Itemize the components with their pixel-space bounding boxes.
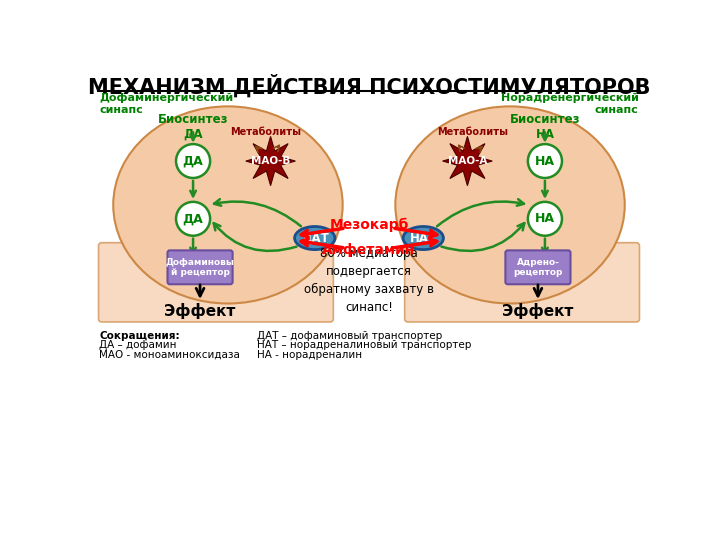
Text: Метаболиты: Метаболиты: [230, 127, 301, 137]
Ellipse shape: [294, 226, 335, 249]
Text: НА - норадреналин: НА - норадреналин: [256, 350, 361, 360]
Circle shape: [176, 202, 210, 236]
Text: МАО-В: МАО-В: [251, 156, 290, 166]
Text: НАТ: НАТ: [410, 232, 437, 245]
FancyBboxPatch shape: [505, 251, 570, 284]
Ellipse shape: [395, 106, 625, 303]
Text: Амфетамин: Амфетамин: [323, 242, 415, 256]
Circle shape: [528, 144, 562, 178]
FancyArrowPatch shape: [437, 199, 524, 226]
Circle shape: [528, 202, 562, 236]
Text: МЕХАНИЗМ ДЕЙСТВИЯ ПСИХОСТИМУЛЯТОРОВ: МЕХАНИЗМ ДЕЙСТВИЯ ПСИХОСТИМУЛЯТОРОВ: [88, 75, 650, 98]
FancyArrowPatch shape: [441, 223, 524, 251]
FancyArrowPatch shape: [214, 223, 297, 251]
FancyArrowPatch shape: [214, 199, 301, 226]
Ellipse shape: [403, 226, 444, 249]
Text: Биосинтез
НА: Биосинтез НА: [510, 112, 580, 140]
FancyBboxPatch shape: [405, 242, 639, 322]
Text: Сокращения:: Сокращения:: [99, 331, 180, 341]
Text: Мезокарб: Мезокарб: [329, 218, 409, 232]
Text: Эффект: Эффект: [164, 303, 235, 319]
Text: МАО - моноаминоксидаза: МАО - моноаминоксидаза: [99, 350, 240, 360]
Text: НАТ – норадреналиновый транспортер: НАТ – норадреналиновый транспортер: [256, 340, 471, 350]
Polygon shape: [443, 137, 492, 186]
Text: ДА: ДА: [183, 154, 204, 167]
Text: ДАТ: ДАТ: [301, 232, 328, 245]
Text: ДАТ – дофаминовый транспортер: ДАТ – дофаминовый транспортер: [256, 331, 442, 341]
Text: НА: НА: [535, 212, 555, 225]
Ellipse shape: [113, 106, 343, 303]
Text: Адрено-
рецептор: Адрено- рецептор: [513, 258, 562, 277]
Circle shape: [176, 144, 210, 178]
Text: Дофаминовы
й рецептор: Дофаминовы й рецептор: [166, 258, 235, 277]
Text: 80% медиатора
подвергается
обратному захвату в
синапс!: 80% медиатора подвергается обратному зах…: [304, 247, 434, 314]
Text: Эффект: Эффект: [503, 303, 574, 319]
FancyBboxPatch shape: [99, 242, 333, 322]
Text: Норадренергический
синапс: Норадренергический синапс: [501, 93, 639, 115]
Text: Метаболиты: Метаболиты: [437, 127, 508, 137]
Text: ДА – дофамин: ДА – дофамин: [99, 340, 177, 350]
Polygon shape: [246, 137, 295, 186]
FancyBboxPatch shape: [168, 251, 233, 284]
Text: Дофаминергический
синапс: Дофаминергический синапс: [99, 93, 233, 115]
Text: НА: НА: [535, 154, 555, 167]
Text: МАО-А: МАО-А: [448, 156, 487, 166]
Text: ДА: ДА: [183, 212, 204, 225]
Text: Биосинтез
ДА: Биосинтез ДА: [158, 112, 228, 140]
